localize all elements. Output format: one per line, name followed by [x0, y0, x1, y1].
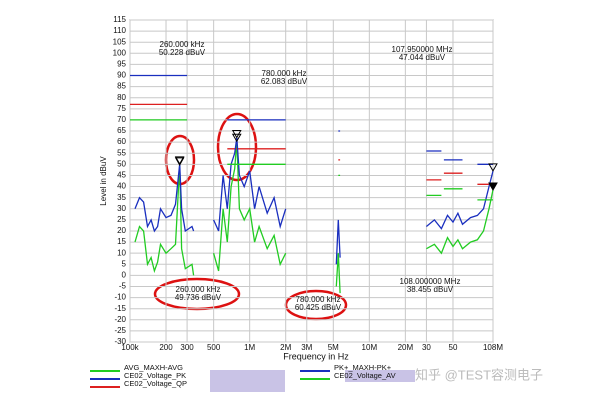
y-tick-label: 40 — [117, 182, 126, 191]
y-tick-label: -15 — [114, 304, 126, 313]
y-tick-label: 30 — [117, 204, 126, 213]
y-tick-label: -20 — [114, 315, 126, 324]
marker-label: 260.000 kHz — [176, 285, 221, 294]
legend-label: PK+_MAXH-PK+ — [334, 363, 392, 372]
y-tick-label: 70 — [117, 115, 126, 124]
y-tick-label: 55 — [117, 148, 126, 157]
y-tick-label: -30 — [114, 337, 126, 346]
marker-label: 62.083 dBuV — [261, 77, 308, 86]
y-tick-label: 25 — [117, 215, 126, 224]
y-tick-label: -10 — [114, 293, 126, 302]
marker-label: 260.000 kHz — [160, 40, 205, 49]
x-tick-label: 2M — [280, 343, 291, 352]
legend-label: CE02_Voltage_AV — [334, 371, 396, 380]
marker — [488, 163, 498, 172]
marker-label: 107.950000 MHz — [392, 45, 453, 54]
y-tick-label: 35 — [117, 193, 126, 202]
marker-label: 108.000000 MHz — [400, 277, 461, 286]
x-tick-label: 200 — [159, 343, 173, 352]
y-tick-label: -5 — [119, 282, 127, 291]
y-tick-label: 85 — [117, 82, 126, 91]
y-tick-label: 20 — [117, 226, 126, 235]
y-tick-label: 115 — [113, 15, 126, 24]
y-tick-label: 105 — [113, 37, 127, 46]
plot-area — [129, 19, 494, 343]
y-tick-label: 65 — [117, 126, 126, 135]
x-tick-label: 300 — [180, 343, 194, 352]
legend-swatch — [210, 370, 285, 392]
marker-label: 780.000 kHz — [296, 295, 341, 304]
marker — [174, 156, 185, 165]
y-tick-label: 45 — [117, 171, 126, 180]
series-line — [134, 137, 494, 265]
series-line — [130, 119, 493, 201]
marker-label: 38.455 dBuV — [407, 285, 454, 294]
marker — [174, 157, 185, 166]
y-axis-title: Level in dBuV — [99, 156, 108, 206]
watermark: 知乎 @TEST容测电子 — [415, 367, 543, 382]
y-tick-label: 110 — [113, 26, 126, 35]
y-tick-label: 100 — [113, 48, 127, 57]
x-tick-label: 108M — [483, 343, 503, 352]
marker-label: 49.736 dBuV — [175, 293, 222, 302]
x-tick-label: 100k — [121, 343, 139, 352]
legend-swatch — [345, 370, 415, 382]
marker — [488, 182, 498, 191]
x-tick-label: 30 — [422, 343, 431, 352]
y-tick-label: 80 — [117, 93, 126, 102]
y-tick-label: 75 — [117, 104, 126, 113]
legend-label: CE02_Voltage_PK — [124, 371, 186, 380]
x-tick-label: 500 — [207, 343, 221, 352]
y-tick-label: 50 — [117, 159, 126, 168]
marker-label: 50.228 dBuV — [159, 48, 206, 57]
y-tick-label: 0 — [122, 270, 127, 279]
legend-label: CE02_Voltage_QP — [124, 379, 187, 388]
legend-label: AVG_MAXH-AVG — [124, 363, 183, 372]
y-tick-label: 95 — [117, 60, 126, 69]
y-tick-label: 15 — [117, 237, 126, 246]
y-tick-label: 10 — [117, 248, 126, 257]
x-tick-label: 1M — [244, 343, 255, 352]
x-tick-label: 20M — [398, 343, 414, 352]
marker — [231, 133, 242, 143]
x-tick-label: 10M — [362, 343, 378, 352]
marker-label: 780.000 kHz — [262, 69, 307, 78]
series-line — [134, 141, 494, 294]
y-tick-label: -25 — [114, 326, 126, 335]
y-tick-label: 90 — [117, 71, 126, 80]
x-tick-label: 50 — [449, 343, 458, 352]
marker-label: 60.425 dBuV — [295, 303, 342, 312]
x-axis-title: Frequency in Hz — [283, 351, 349, 361]
series-line — [130, 103, 493, 185]
x-tick-label: 3M — [301, 343, 312, 352]
marker-label: 47.044 dBuV — [399, 53, 446, 62]
highlight-ellipse — [216, 112, 258, 182]
y-tick-label: 5 — [122, 259, 127, 268]
y-tick-label: 60 — [117, 137, 126, 146]
series-line — [130, 74, 493, 165]
x-tick-label: 5M — [328, 343, 339, 352]
